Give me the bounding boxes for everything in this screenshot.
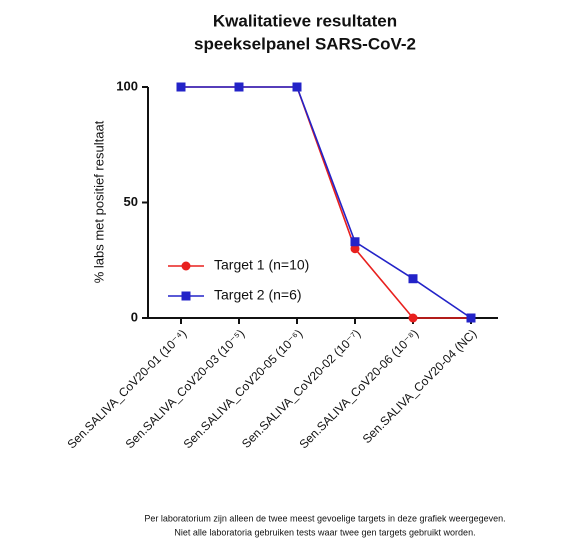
marker (408, 313, 418, 323)
x-tick-label: Sen.SALIVA_CoV20-04 (NC) (360, 326, 480, 446)
marker (350, 237, 360, 247)
y-axis-label: % labs met positief resultaat (91, 120, 106, 283)
legend-label: Target 1 (n=10) (214, 257, 309, 273)
marker (292, 82, 302, 92)
x-tick-label: Sen.SALIVA_CoV20-06 (10⁻⁸) (296, 326, 421, 451)
marker (350, 244, 360, 254)
line (181, 86, 472, 319)
footnote: Niet alle laboratoria gebruiken tests wa… (174, 527, 475, 537)
line (181, 86, 471, 319)
x-tick-label: Sen.SALIVA_CoV20-03 (10⁻⁵) (123, 326, 248, 451)
chart-title: Kwalitatieve resultaten (213, 11, 397, 30)
footnote: Per laboratorium zijn alleen de twee mee… (144, 513, 505, 523)
x-tick-label: Sen.SALIVA_CoV20-01 (10⁻⁴) (64, 326, 189, 451)
y-tick-label: 50 (124, 194, 138, 209)
y-tick-label: 0 (131, 309, 138, 324)
x-tick-label: Sen.SALIVA_CoV20-02 (10⁻⁷) (239, 326, 363, 450)
chart-title: speekselpanel SARS-CoV-2 (194, 34, 416, 53)
marker (466, 313, 476, 323)
legend-label: Target 2 (n=6) (214, 287, 302, 303)
marker (234, 82, 244, 92)
marker (181, 261, 191, 271)
marker (408, 274, 418, 284)
x-tick-label: Sen.SALIVA_CoV20-05 (10⁻⁶) (181, 326, 306, 451)
marker (176, 82, 186, 92)
marker (181, 291, 191, 301)
y-tick-label: 100 (116, 78, 138, 93)
